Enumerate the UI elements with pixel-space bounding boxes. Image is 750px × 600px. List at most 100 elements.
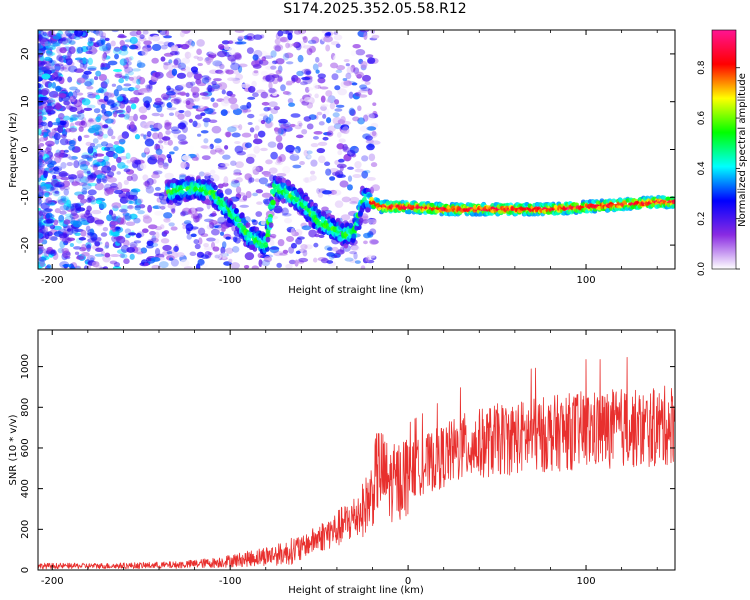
noise-cell [48,160,57,165]
noise-cell [157,30,163,33]
noise-cell [68,139,77,145]
noise-cell [214,145,221,151]
noise-cell [333,54,340,63]
noise-cell [80,198,88,204]
noise-cell [87,93,98,99]
noise-cell [191,206,196,215]
noise-cell [124,66,134,73]
noise-cell [282,249,289,254]
noise-cell [45,64,56,69]
noise-cell [106,99,115,106]
noise-cell [169,257,174,261]
noise-cell [323,35,333,43]
noise-cell [331,246,339,252]
y-tick-label: 10 [20,95,31,108]
noise-cell [293,41,301,49]
noise-cell [180,211,186,217]
noise-cell [79,121,88,129]
noise-cell [170,126,179,132]
colorbar-tick-label: 0.0 [697,262,707,277]
noise-cell [263,256,272,263]
noise-cell [186,71,193,78]
noise-cell [206,224,213,230]
noise-cell [173,131,180,139]
noise-cell [87,194,94,201]
noise-cell [38,207,41,211]
noise-cell [319,86,329,90]
noise-cell [365,256,370,263]
noise-cell [284,52,294,59]
noise-cell [162,96,169,101]
noise-cell [207,84,213,93]
noise-cell [318,155,326,164]
noise-cell [274,160,283,166]
noise-cell [103,245,110,249]
noise-cell [295,77,301,84]
noise-cell [114,71,123,76]
noise-cell [268,81,273,90]
noise-cell [111,135,116,140]
noise-cell [335,249,345,255]
noise-cell [39,151,45,158]
noise-cell [160,238,170,244]
noise-cell [141,152,147,158]
noise-cell [365,112,375,121]
noise-cell [276,172,287,177]
noise-cell [112,47,122,55]
noise-cell [333,34,343,41]
noise-cell [137,198,144,204]
noise-cell [48,45,56,51]
noise-cell [43,250,50,258]
noise-cell [360,87,371,92]
noise-cell [307,155,313,159]
noise-cell [166,107,177,111]
noise-cell [59,33,68,39]
noise-cell [146,44,151,48]
noise-cell [181,57,191,64]
noise-cell [44,157,53,165]
noise-cell [136,30,142,36]
noise-cell [38,189,44,197]
noise-cell [67,30,76,34]
noise-cell [102,175,108,184]
noise-cell [54,76,63,82]
noise-cell [104,37,110,42]
ridge-cell [239,212,245,219]
noise-cell [120,204,129,210]
noise-cell [349,196,360,203]
noise-cell [295,228,304,233]
noise-cell [100,81,108,89]
noise-cell [322,113,327,119]
noise-cell [367,88,373,96]
colorbar-label: Normalized spectral amplitude [737,73,748,227]
noise-cell [44,147,51,154]
noise-cell [228,96,238,104]
noise-cell [282,90,290,95]
noise-cell [60,176,70,181]
noise-cell [93,108,101,114]
noise-cell [97,178,107,183]
noise-cell [118,113,126,118]
noise-cell [302,250,308,257]
noise-cell [44,105,54,111]
noise-cell [244,142,252,149]
noise-cell [229,93,236,98]
noise-cell [95,174,103,179]
noise-cell [185,81,194,89]
noise-cell [157,131,163,140]
noise-cell [166,250,173,255]
noise-cell [146,130,152,138]
noise-cell [179,173,187,178]
noise-cell [267,141,277,148]
noise-cell [367,231,374,238]
noise-cell [326,247,334,251]
noise-cell [103,155,110,162]
noise-cell [192,211,199,217]
noise-cell [110,183,118,188]
noise-cell [81,154,90,159]
noise-cell [214,252,222,261]
noise-cell [38,69,44,76]
noise-cell [145,185,155,194]
noise-cell [87,41,94,47]
